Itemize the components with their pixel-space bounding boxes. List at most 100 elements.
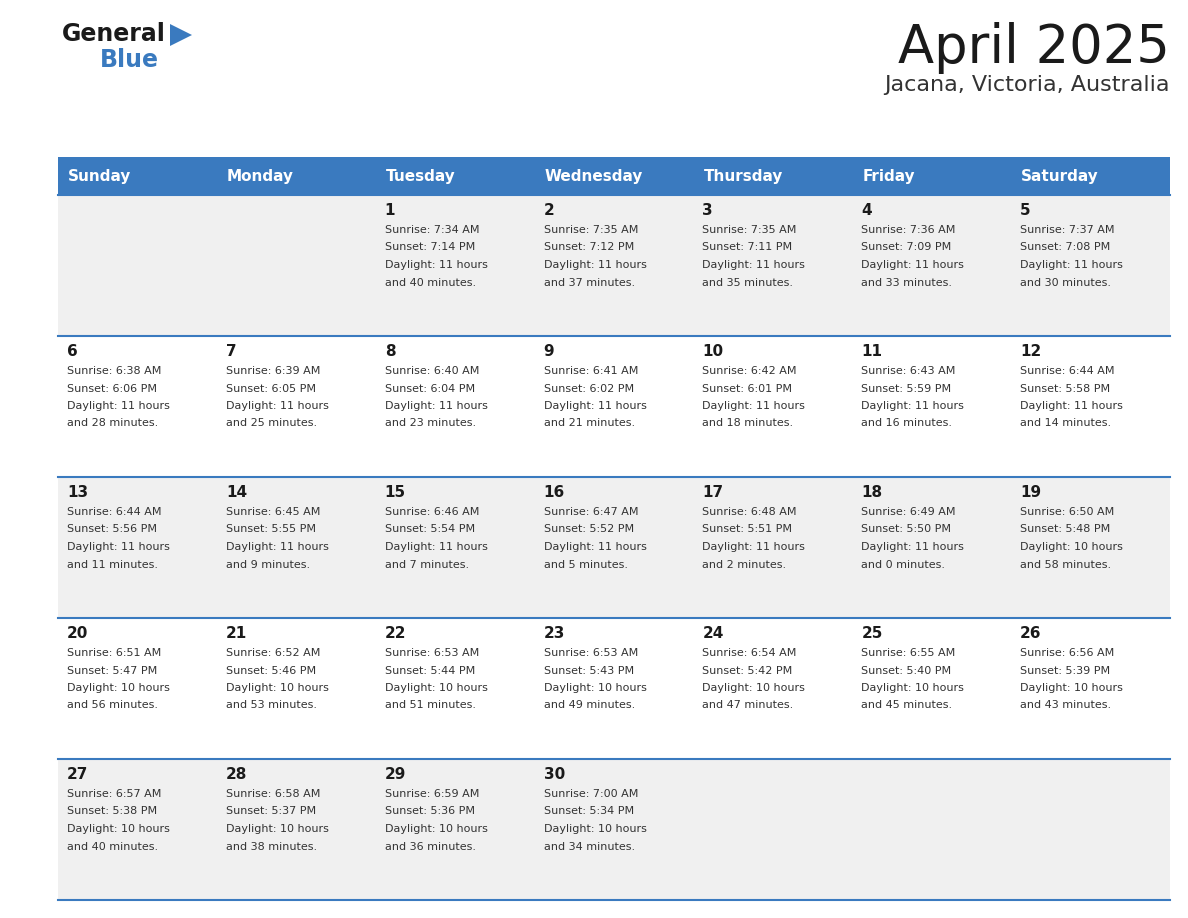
Text: Daylight: 11 hours: Daylight: 11 hours	[861, 401, 965, 411]
Text: and 23 minutes.: and 23 minutes.	[385, 419, 476, 429]
Text: 5: 5	[1020, 203, 1031, 218]
Text: Sunset: 5:43 PM: Sunset: 5:43 PM	[544, 666, 633, 676]
Text: Daylight: 11 hours: Daylight: 11 hours	[385, 260, 487, 270]
Text: Sunset: 5:40 PM: Sunset: 5:40 PM	[861, 666, 952, 676]
Text: Daylight: 11 hours: Daylight: 11 hours	[1020, 401, 1123, 411]
Text: Daylight: 11 hours: Daylight: 11 hours	[702, 542, 805, 552]
Text: and 30 minutes.: and 30 minutes.	[1020, 277, 1111, 287]
Bar	[58, 759, 1170, 900]
Text: Monday: Monday	[227, 169, 293, 184]
Text: Daylight: 10 hours: Daylight: 10 hours	[385, 824, 487, 834]
Text: Daylight: 11 hours: Daylight: 11 hours	[544, 401, 646, 411]
Text: Sunrise: 6:57 AM: Sunrise: 6:57 AM	[67, 789, 162, 799]
Text: and 38 minutes.: and 38 minutes.	[226, 842, 317, 852]
Text: and 0 minutes.: and 0 minutes.	[861, 559, 946, 569]
Text: Sunday: Sunday	[68, 169, 132, 184]
Text: Sunset: 7:12 PM: Sunset: 7:12 PM	[544, 242, 634, 252]
Text: 11: 11	[861, 344, 883, 359]
Text: 19: 19	[1020, 485, 1041, 500]
Text: Sunset: 5:34 PM: Sunset: 5:34 PM	[544, 807, 633, 816]
Text: Sunrise: 6:44 AM: Sunrise: 6:44 AM	[67, 507, 162, 517]
Bar	[58, 618, 1170, 759]
Text: and 37 minutes.: and 37 minutes.	[544, 277, 634, 287]
Text: Sunset: 5:42 PM: Sunset: 5:42 PM	[702, 666, 792, 676]
Text: Sunrise: 6:42 AM: Sunrise: 6:42 AM	[702, 366, 797, 376]
Text: 27: 27	[67, 767, 88, 782]
Text: Daylight: 11 hours: Daylight: 11 hours	[544, 260, 646, 270]
Text: and 34 minutes.: and 34 minutes.	[544, 842, 634, 852]
Text: Sunset: 5:54 PM: Sunset: 5:54 PM	[385, 524, 475, 534]
Text: and 47 minutes.: and 47 minutes.	[702, 700, 794, 711]
Text: and 9 minutes.: and 9 minutes.	[226, 559, 310, 569]
Text: and 53 minutes.: and 53 minutes.	[226, 700, 317, 711]
Text: Sunset: 5:58 PM: Sunset: 5:58 PM	[1020, 384, 1111, 394]
Text: Sunset: 5:36 PM: Sunset: 5:36 PM	[385, 807, 475, 816]
Text: Sunrise: 6:56 AM: Sunrise: 6:56 AM	[1020, 648, 1114, 658]
Text: 7: 7	[226, 344, 236, 359]
Text: Daylight: 10 hours: Daylight: 10 hours	[67, 683, 170, 693]
Text: 29: 29	[385, 767, 406, 782]
Text: 4: 4	[861, 203, 872, 218]
Text: Daylight: 10 hours: Daylight: 10 hours	[861, 683, 965, 693]
Text: and 28 minutes.: and 28 minutes.	[67, 419, 158, 429]
Bar	[58, 336, 1170, 477]
Text: and 45 minutes.: and 45 minutes.	[861, 700, 953, 711]
Text: 2: 2	[544, 203, 555, 218]
Text: Sunset: 5:50 PM: Sunset: 5:50 PM	[861, 524, 952, 534]
Text: Daylight: 10 hours: Daylight: 10 hours	[226, 683, 329, 693]
Text: 6: 6	[67, 344, 77, 359]
Text: Sunrise: 6:55 AM: Sunrise: 6:55 AM	[861, 648, 955, 658]
Text: 17: 17	[702, 485, 723, 500]
Text: Sunrise: 7:35 AM: Sunrise: 7:35 AM	[544, 225, 638, 235]
Text: Sunset: 5:59 PM: Sunset: 5:59 PM	[861, 384, 952, 394]
Text: Sunrise: 6:58 AM: Sunrise: 6:58 AM	[226, 789, 321, 799]
Text: Friday: Friday	[862, 169, 915, 184]
Text: Sunrise: 6:50 AM: Sunrise: 6:50 AM	[1020, 507, 1114, 517]
Text: Sunrise: 6:38 AM: Sunrise: 6:38 AM	[67, 366, 162, 376]
Text: Sunset: 5:51 PM: Sunset: 5:51 PM	[702, 524, 792, 534]
Text: Sunset: 5:48 PM: Sunset: 5:48 PM	[1020, 524, 1111, 534]
Text: Sunrise: 7:35 AM: Sunrise: 7:35 AM	[702, 225, 797, 235]
Text: 26: 26	[1020, 626, 1042, 641]
Text: Sunrise: 6:51 AM: Sunrise: 6:51 AM	[67, 648, 162, 658]
Text: Daylight: 11 hours: Daylight: 11 hours	[861, 542, 965, 552]
Text: Daylight: 11 hours: Daylight: 11 hours	[226, 401, 329, 411]
Text: 30: 30	[544, 767, 564, 782]
Text: Sunset: 7:14 PM: Sunset: 7:14 PM	[385, 242, 475, 252]
Text: Daylight: 10 hours: Daylight: 10 hours	[1020, 542, 1123, 552]
Text: and 18 minutes.: and 18 minutes.	[702, 419, 794, 429]
Text: Sunrise: 7:00 AM: Sunrise: 7:00 AM	[544, 789, 638, 799]
Text: Daylight: 11 hours: Daylight: 11 hours	[544, 542, 646, 552]
Text: Sunset: 5:44 PM: Sunset: 5:44 PM	[385, 666, 475, 676]
Text: Sunrise: 6:46 AM: Sunrise: 6:46 AM	[385, 507, 479, 517]
Text: 12: 12	[1020, 344, 1042, 359]
Text: Sunrise: 7:34 AM: Sunrise: 7:34 AM	[385, 225, 479, 235]
Bar	[58, 195, 1170, 336]
Text: Sunrise: 6:43 AM: Sunrise: 6:43 AM	[861, 366, 955, 376]
Text: Sunset: 5:46 PM: Sunset: 5:46 PM	[226, 666, 316, 676]
Text: Sunset: 6:01 PM: Sunset: 6:01 PM	[702, 384, 792, 394]
Text: Daylight: 11 hours: Daylight: 11 hours	[861, 260, 965, 270]
Text: 1: 1	[385, 203, 396, 218]
Text: and 2 minutes.: and 2 minutes.	[702, 559, 786, 569]
Text: Daylight: 11 hours: Daylight: 11 hours	[702, 260, 805, 270]
Text: and 58 minutes.: and 58 minutes.	[1020, 559, 1111, 569]
Text: Sunset: 6:04 PM: Sunset: 6:04 PM	[385, 384, 475, 394]
Text: Wednesday: Wednesday	[544, 169, 643, 184]
Text: Sunset: 7:09 PM: Sunset: 7:09 PM	[861, 242, 952, 252]
Text: Sunset: 6:02 PM: Sunset: 6:02 PM	[544, 384, 633, 394]
Text: Sunset: 5:38 PM: Sunset: 5:38 PM	[67, 807, 157, 816]
Text: Sunrise: 6:40 AM: Sunrise: 6:40 AM	[385, 366, 479, 376]
Text: and 51 minutes.: and 51 minutes.	[385, 700, 475, 711]
Text: Sunrise: 7:37 AM: Sunrise: 7:37 AM	[1020, 225, 1114, 235]
Text: Sunrise: 6:54 AM: Sunrise: 6:54 AM	[702, 648, 797, 658]
Text: 20: 20	[67, 626, 88, 641]
Text: Sunset: 5:39 PM: Sunset: 5:39 PM	[1020, 666, 1111, 676]
Text: Blue: Blue	[100, 48, 159, 72]
Text: Sunrise: 6:52 AM: Sunrise: 6:52 AM	[226, 648, 321, 658]
Polygon shape	[170, 24, 192, 46]
Text: Sunset: 6:06 PM: Sunset: 6:06 PM	[67, 384, 157, 394]
Bar	[58, 477, 1170, 618]
Text: Sunrise: 6:44 AM: Sunrise: 6:44 AM	[1020, 366, 1114, 376]
Text: 8: 8	[385, 344, 396, 359]
